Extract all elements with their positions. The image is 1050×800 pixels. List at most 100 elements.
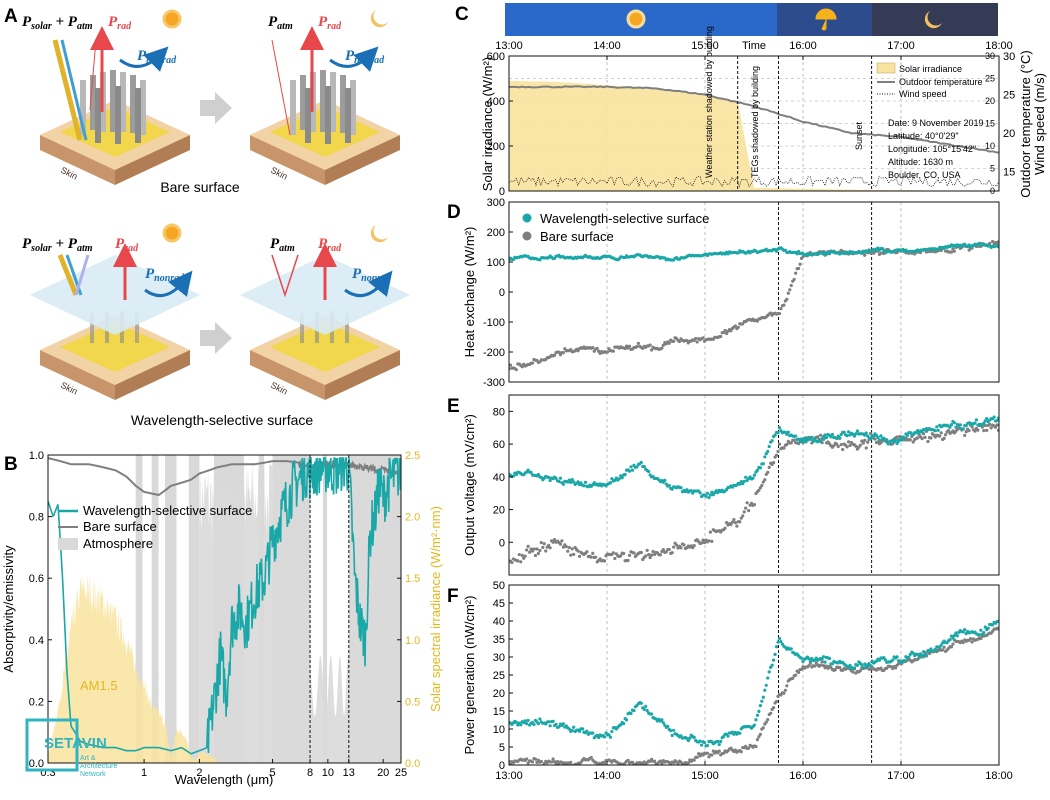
series-selective-surface-points-point: [902, 659, 907, 663]
series-bare-surface-points-point: [530, 760, 535, 764]
series-selective-surface-points-point: [514, 720, 518, 724]
d-plot-content: [509, 202, 999, 382]
series-bare-surface-points-point: [926, 439, 930, 444]
series-bare-surface-points-point: [739, 516, 743, 520]
series-selective-surface-points-point: [899, 438, 904, 442]
series-selective-surface-points-point: [642, 707, 646, 711]
c-y2tick-wind-label: 25: [985, 74, 995, 84]
legend-dot-bare: [522, 231, 532, 241]
atm-beam: [60, 39, 88, 141]
info-altitude: Altitude: 1630 m: [888, 157, 953, 167]
series-selective-surface-points-point: [639, 460, 643, 465]
series-bare-surface-points-point: [761, 726, 765, 730]
series-selective-surface-points: [509, 619, 999, 748]
nonrad-arrow: [144, 270, 193, 298]
series-bare-surface-points-point: [677, 339, 682, 344]
ytick-label: 30: [493, 652, 505, 664]
series-bare-surface-points-point: [539, 759, 543, 764]
series-selective-surface-points-point: [770, 439, 774, 443]
series-selective-surface-points-point: [895, 441, 899, 446]
series-selective-surface-points-point: [717, 742, 721, 747]
series-bare-surface-points-point: [863, 253, 867, 257]
series-bare-surface-points-point: [772, 705, 776, 710]
b-xtick-label: 25: [395, 767, 407, 779]
series-selective-surface-points-point: [933, 648, 937, 652]
series-selective-surface-points-point: [804, 440, 808, 444]
series-bare-surface-points-point: [551, 757, 555, 761]
series-bare-surface-points-point: [792, 277, 796, 282]
watermark-text: SETAVIN: [44, 735, 107, 752]
watermark-line1: Art &: [80, 755, 96, 762]
ytick-label: 15: [493, 706, 505, 718]
series-selective-surface-points-point: [905, 433, 909, 438]
series-selective-surface-points-point: [986, 626, 990, 630]
series-selective-surface-points-point: [894, 438, 898, 442]
series-selective-surface-points-point: [796, 437, 801, 441]
series-bare-surface-points-point: [789, 441, 793, 445]
ytick-label: 0: [499, 287, 505, 299]
series-bare-surface-points-point: [551, 540, 555, 544]
ytick-label: 60: [493, 439, 505, 451]
series-bare-surface-points-point: [782, 303, 786, 307]
watermark-box: [25, 718, 79, 772]
series-bare-surface-points-point: [983, 423, 987, 428]
b-xlabel: Wavelength (μm): [175, 772, 274, 787]
series-selective-surface-points-point: [726, 734, 730, 738]
f-plot-frame: [508, 584, 1000, 766]
legend-label-wind: Wind speed: [899, 89, 947, 99]
series-selective-surface-points-point: [548, 724, 552, 728]
series-bare-surface-points-point: [567, 545, 571, 550]
series-bare-surface-points-point: [557, 350, 561, 354]
series-bare-surface-points-point: [660, 346, 664, 350]
series-bare-surface-points-point: [841, 447, 845, 452]
series-bare-surface-points-point: [799, 667, 804, 671]
atmosphere-band: [165, 455, 177, 763]
series-bare-surface-points-point: [660, 761, 664, 765]
legend-label-bare: Bare surface: [540, 229, 614, 244]
series-selective-surface-points-point: [582, 484, 586, 488]
series-bare-surface-points-point: [667, 341, 671, 345]
legend-label-solar: Solar irradiance: [899, 64, 962, 74]
label-psolar-patm-top: Psolar + Patm Prad Pnonrad: [22, 14, 177, 66]
skin-label: Skin: [59, 380, 79, 397]
series-bare-surface-points-point: [558, 542, 563, 546]
panel-letter-e: E: [447, 396, 460, 417]
b-ytick-label: 0.6: [29, 573, 44, 585]
series-bare-surface-points-point: [735, 524, 739, 528]
series-selective-surface-points-point: [591, 731, 595, 735]
series-bare-surface-points-point: [836, 444, 840, 449]
series-bare-surface-points-point: [758, 732, 762, 736]
series-bare-surface-points-point: [819, 663, 823, 667]
series-bare-surface-points-point: [866, 440, 870, 444]
series-selective-surface-points-point: [642, 464, 646, 469]
series-selective-surface-points-point: [821, 655, 826, 659]
b-legend: Wavelength-selective surface Bare surfac…: [58, 503, 252, 551]
series-selective-surface-points-point: [807, 657, 811, 661]
c-y2tick-wind-label: 0: [990, 186, 995, 196]
series-selective-surface-points-point: [763, 688, 767, 692]
series-selective-surface-points-point: [705, 743, 710, 748]
svg-text:Pnonrad: Pnonrad: [352, 266, 392, 284]
series-bare-surface-points-point: [672, 339, 676, 343]
series-bare-surface-points-point: [525, 548, 529, 552]
svg-text:Psolar + Patm: Psolar + Patm: [22, 236, 93, 254]
series-selective-surface-points-point: [632, 708, 636, 713]
series-bare-surface-points: [509, 626, 999, 765]
series-bare-surface-points-point: [723, 526, 727, 530]
series-bare-surface-points-point: [760, 483, 764, 488]
legend-dot-selective: [522, 213, 532, 223]
series-selective-surface-points-point: [663, 478, 667, 482]
series-selective-surface-points-point: [883, 658, 887, 662]
panel-c: C 13:00 14:00 15:00 16:00 17:00 18:0002004006…: [455, 3, 1047, 198]
c-ytick-label: 200: [487, 141, 505, 153]
series-selective-surface-points-point: [774, 645, 779, 649]
c-y2label-temp: Outdoor temperature (°C): [1018, 50, 1033, 198]
series-bare-surface-points-point: [996, 240, 999, 244]
series-bare-surface-points-point: [733, 324, 737, 328]
device-bare-night: Skin: [250, 70, 400, 185]
series-selective-surface-points-point: [914, 431, 918, 435]
series-selective-surface-points-point: [667, 483, 671, 488]
ytick-label: 40: [493, 472, 505, 484]
b-plot-frame: [47, 454, 402, 764]
series-bare-surface-points-point: [791, 676, 795, 681]
